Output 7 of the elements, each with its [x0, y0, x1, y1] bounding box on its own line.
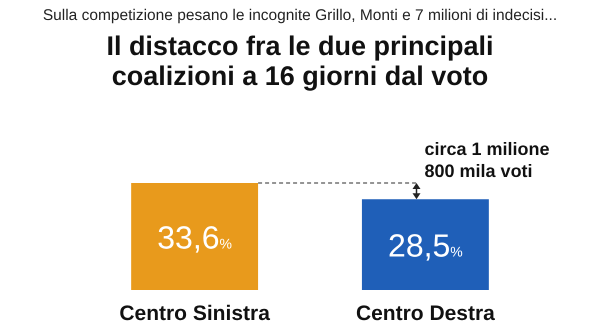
data-label: 28,5% [388, 228, 463, 264]
chart-title: Il distacco fra le due principali coalizioni a 16 giorni dal voto [106, 31, 494, 91]
text: circa 1 milione 800 mila voti [424, 139, 550, 181]
x-tick-label: Centro Sinistra [119, 302, 270, 325]
data-label: 33,6% [157, 220, 232, 256]
x-tick-label: Centro Destra [356, 302, 496, 325]
chart-subtitle: Sulla competizione pesano le incognite Grillo, Monti e 7 milioni di indecisi... [42, 7, 558, 24]
